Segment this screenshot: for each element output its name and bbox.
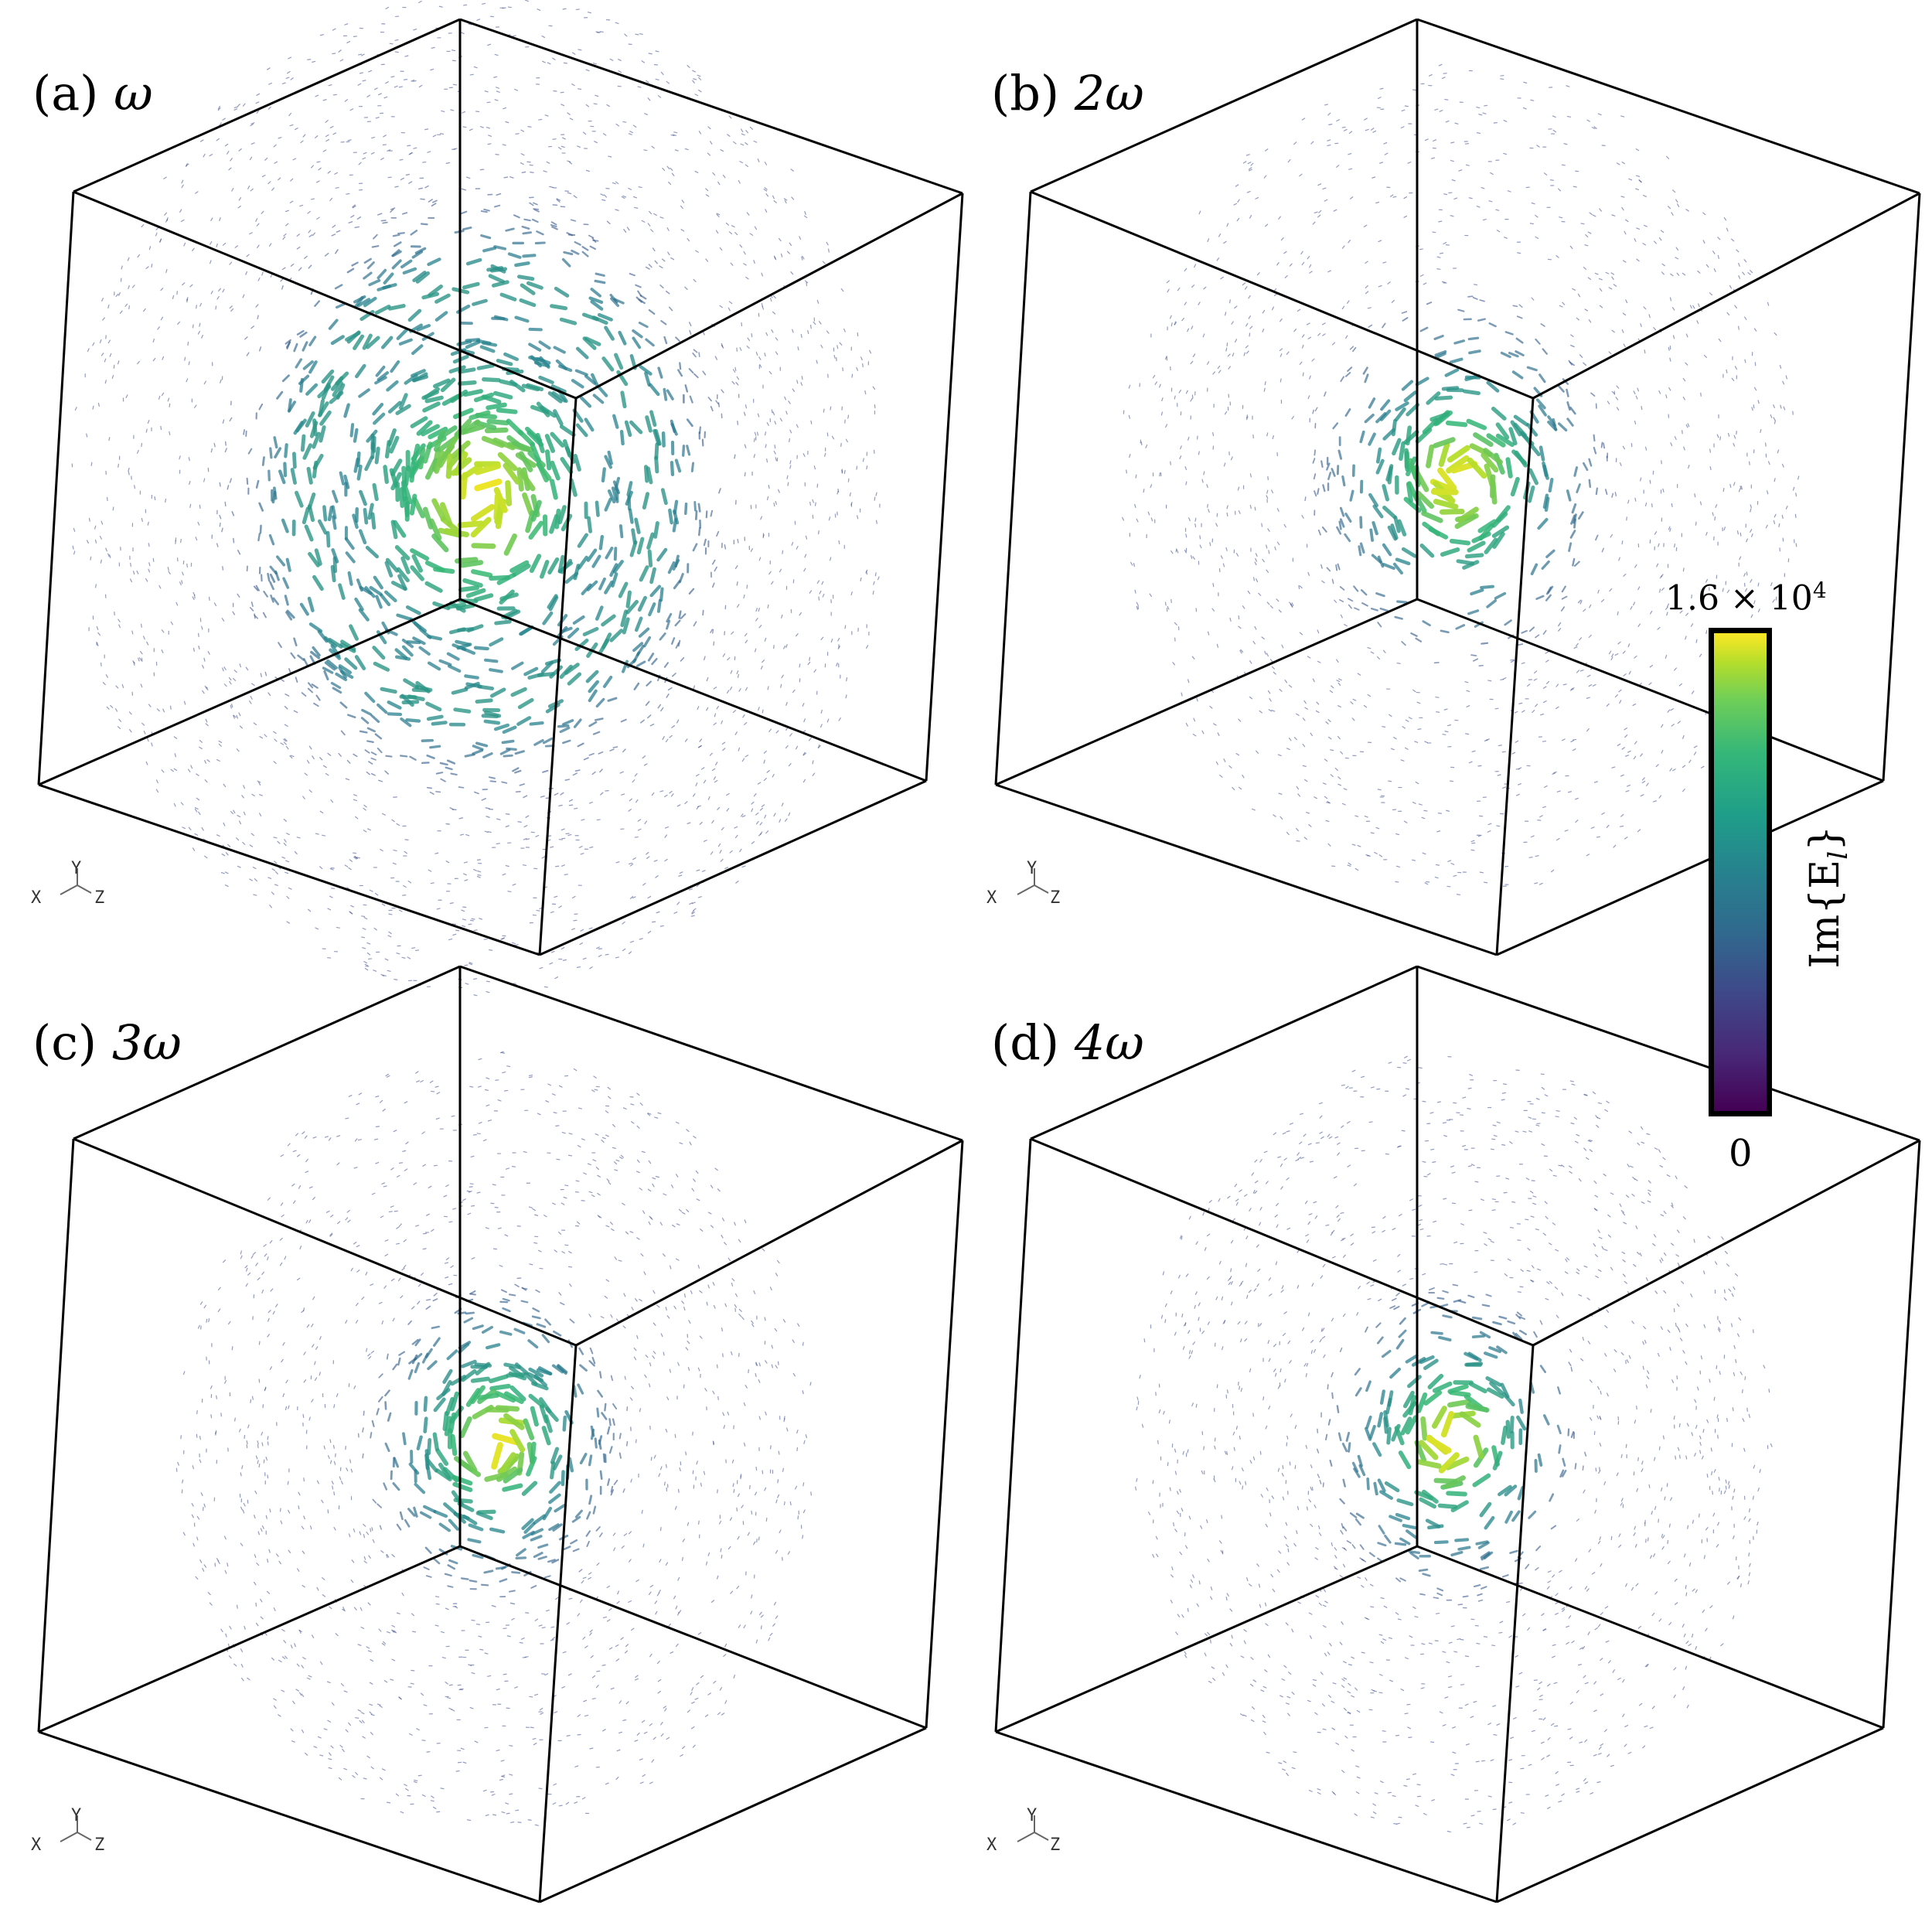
axis-triad-c: Y X Z <box>23 1801 124 1871</box>
panel-label-b: (b) 2ω <box>991 65 1144 121</box>
axis-z-label: Z <box>1050 1835 1061 1855</box>
axis-y-label: Y <box>1027 1806 1038 1825</box>
panel-label-d: (d) 4ω <box>991 1014 1144 1071</box>
axis-x-label: X <box>986 888 997 908</box>
panel-a <box>37 0 964 997</box>
axis-y-label: Y <box>71 1806 82 1825</box>
panel-d <box>994 965 1921 1903</box>
panel-b <box>994 18 1921 956</box>
axis-triad-d: Y X Z <box>979 1801 1079 1871</box>
axis-triad-a: Y X Z <box>23 854 124 924</box>
axis-z-label: Z <box>94 1835 105 1855</box>
colorbar-title: Im{El} <box>1801 825 1855 969</box>
panel-c <box>37 965 964 1903</box>
axis-z-label: Z <box>1050 888 1061 908</box>
panel-label-a: (a) ω <box>32 65 153 121</box>
axis-z-label: Z <box>94 888 105 908</box>
panel-label-c: (c) 3ω <box>32 1014 182 1071</box>
colorbar-max-label: 1.6 × 104 <box>1665 578 1827 619</box>
axis-x-label: X <box>31 888 42 908</box>
axis-y-label: Y <box>71 859 82 878</box>
axis-triad-b: Y X Z <box>979 854 1079 924</box>
axis-x-label: X <box>31 1835 42 1855</box>
colorbar-min-label: 0 <box>1729 1132 1753 1175</box>
axis-x-label: X <box>986 1835 997 1855</box>
axis-y-label: Y <box>1027 859 1038 878</box>
colorbar <box>1709 628 1772 1116</box>
